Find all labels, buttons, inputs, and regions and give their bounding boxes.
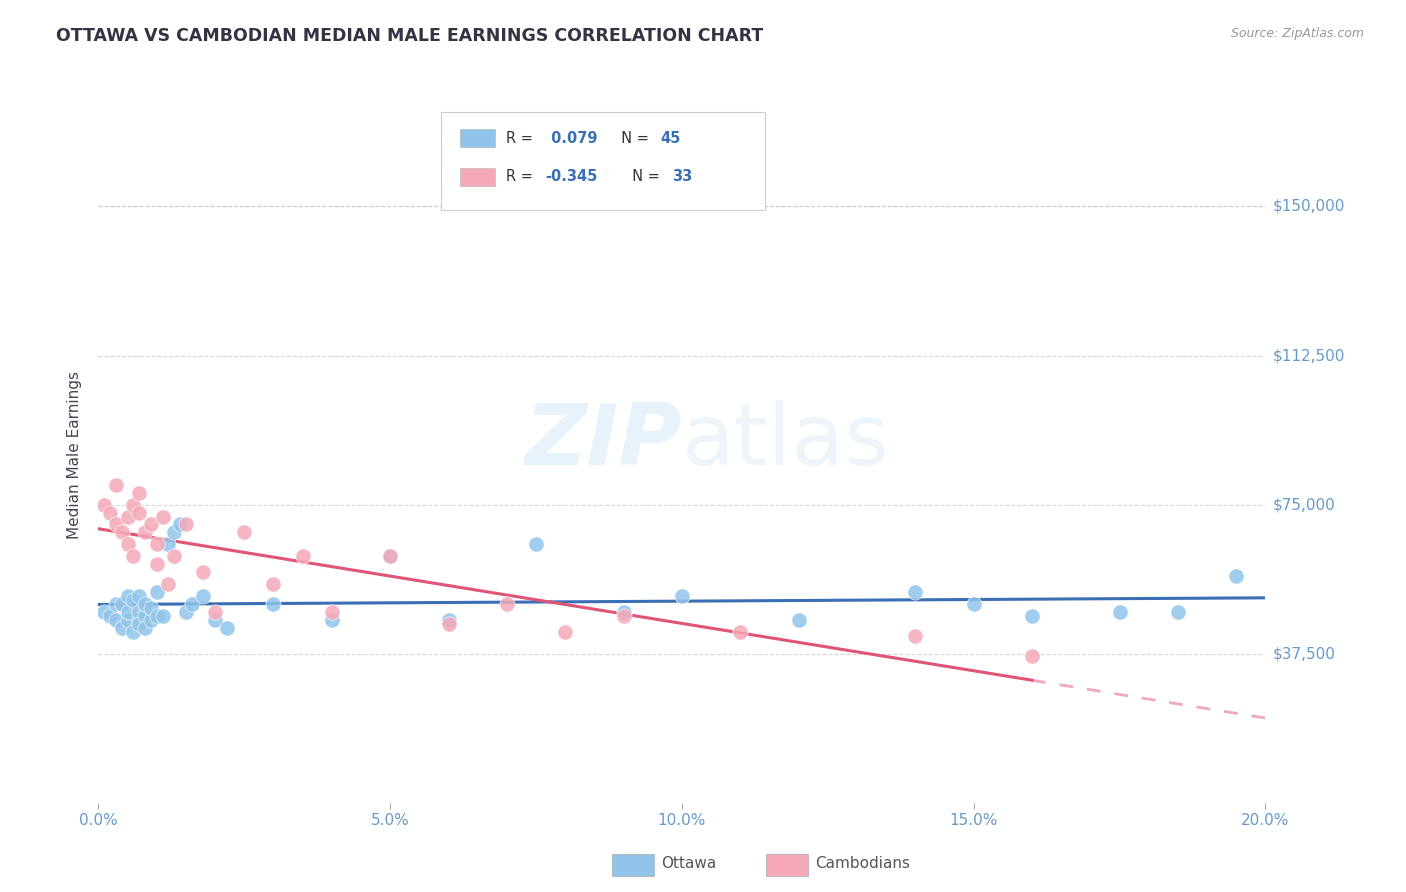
Point (128, 485, 150, 500)
Point (787, 613, 810, 627)
Point (122, 549, 145, 564)
Point (378, 549, 402, 564)
Point (378, 549, 402, 564)
Point (157, 537, 180, 551)
Point (262, 577, 284, 591)
Point (291, 549, 314, 564)
Point (104, 613, 127, 627)
Point (612, 609, 634, 624)
Point (117, 537, 139, 551)
Point (146, 585, 169, 599)
Point (146, 609, 169, 624)
Text: Cambodians: Cambodians (815, 856, 911, 871)
Text: R =: R = (506, 169, 537, 184)
Point (321, 613, 343, 627)
Point (117, 605, 139, 619)
Y-axis label: Median Male Earnings: Median Male Earnings (67, 371, 83, 539)
Point (437, 616, 460, 631)
Point (169, 517, 191, 532)
Text: $75,000: $75,000 (1272, 497, 1336, 512)
Point (117, 589, 139, 603)
Point (612, 605, 634, 619)
Text: $37,500: $37,500 (1272, 646, 1336, 661)
Point (98, 609, 121, 624)
Point (193, 565, 215, 579)
Text: atlas: atlas (682, 400, 890, 483)
Text: $112,500: $112,500 (1272, 348, 1344, 363)
Point (122, 624, 145, 639)
Point (152, 609, 174, 624)
Point (204, 613, 226, 627)
Point (128, 506, 150, 520)
Point (215, 621, 238, 635)
Point (111, 597, 134, 611)
Point (134, 597, 156, 611)
Text: ZIP: ZIP (524, 400, 682, 483)
Point (146, 537, 169, 551)
Point (1225, 569, 1247, 583)
Text: OTTAWA VS CAMBODIAN MEDIAN MALE EARNINGS CORRELATION CHART: OTTAWA VS CAMBODIAN MEDIAN MALE EARNINGS… (56, 27, 763, 45)
Point (139, 601, 162, 615)
Point (104, 477, 127, 491)
Point (93, 605, 115, 619)
Point (122, 593, 145, 607)
Text: N =: N = (623, 169, 665, 184)
Point (174, 517, 197, 532)
Point (193, 589, 215, 603)
Point (174, 605, 197, 619)
Text: 45: 45 (661, 131, 681, 145)
Text: $150,000: $150,000 (1272, 199, 1344, 214)
Point (1021, 648, 1043, 663)
Point (524, 537, 547, 551)
Point (152, 509, 174, 524)
Point (117, 613, 139, 627)
Point (728, 624, 751, 639)
Text: 33: 33 (672, 169, 692, 184)
Point (122, 498, 145, 512)
Point (93, 498, 115, 512)
Point (1021, 609, 1043, 624)
Text: -0.345: -0.345 (546, 169, 598, 184)
Text: N =: N = (612, 131, 654, 145)
Point (321, 605, 343, 619)
Point (128, 616, 150, 631)
Point (1167, 605, 1189, 619)
Point (128, 605, 150, 619)
Text: 0.079: 0.079 (546, 131, 598, 145)
Point (146, 558, 169, 572)
Point (134, 621, 156, 635)
Point (204, 605, 226, 619)
Point (134, 609, 156, 624)
Point (495, 597, 517, 611)
Point (104, 517, 127, 532)
Point (98, 506, 121, 520)
Point (128, 613, 150, 627)
Point (180, 597, 202, 611)
Point (233, 525, 256, 540)
Point (128, 589, 150, 603)
Point (163, 525, 186, 540)
Point (904, 585, 927, 599)
Text: Source: ZipAtlas.com: Source: ZipAtlas.com (1230, 27, 1364, 40)
Text: R =: R = (506, 131, 537, 145)
Point (163, 549, 186, 564)
Point (554, 624, 576, 639)
Point (437, 613, 460, 627)
Point (139, 613, 162, 627)
Point (134, 525, 156, 540)
Point (104, 597, 127, 611)
Point (904, 629, 927, 643)
Point (262, 597, 284, 611)
Text: Ottawa: Ottawa (661, 856, 716, 871)
Point (139, 517, 162, 532)
Point (111, 525, 134, 540)
Point (117, 509, 139, 524)
Point (1108, 605, 1130, 619)
Point (111, 621, 134, 635)
Point (962, 597, 984, 611)
Point (671, 589, 693, 603)
Point (157, 577, 180, 591)
